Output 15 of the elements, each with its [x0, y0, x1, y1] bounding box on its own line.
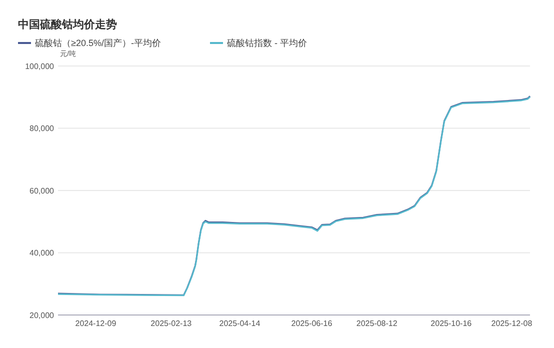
y-tick-label: 20,000 — [30, 310, 55, 320]
y-tick-label: 100,000 — [25, 62, 55, 71]
x-tick-label: 2025-08-12 — [356, 319, 398, 328]
x-tick-label: 2025-06-16 — [291, 319, 333, 328]
x-tick-label: 2025-12-08 — [491, 319, 533, 328]
legend-label: 硫酸钴（≥20.5%/国产）-平均价 — [35, 38, 161, 48]
x-tick-label: 2025-04-14 — [219, 319, 261, 328]
x-tick-label: 2025-10-16 — [430, 319, 472, 328]
y-tick-label: 60,000 — [30, 186, 55, 196]
x-tick-label: 2025-02-13 — [150, 319, 192, 328]
legend-label: 硫酸钴指数 - 平均价 — [227, 38, 307, 48]
y-tick-label: 40,000 — [30, 248, 55, 258]
chart-title: 中国硫酸钴均价走势 — [18, 18, 117, 31]
y-tick-label: 80,000 — [30, 124, 55, 134]
x-tick-label: 2024-12-09 — [75, 319, 117, 328]
